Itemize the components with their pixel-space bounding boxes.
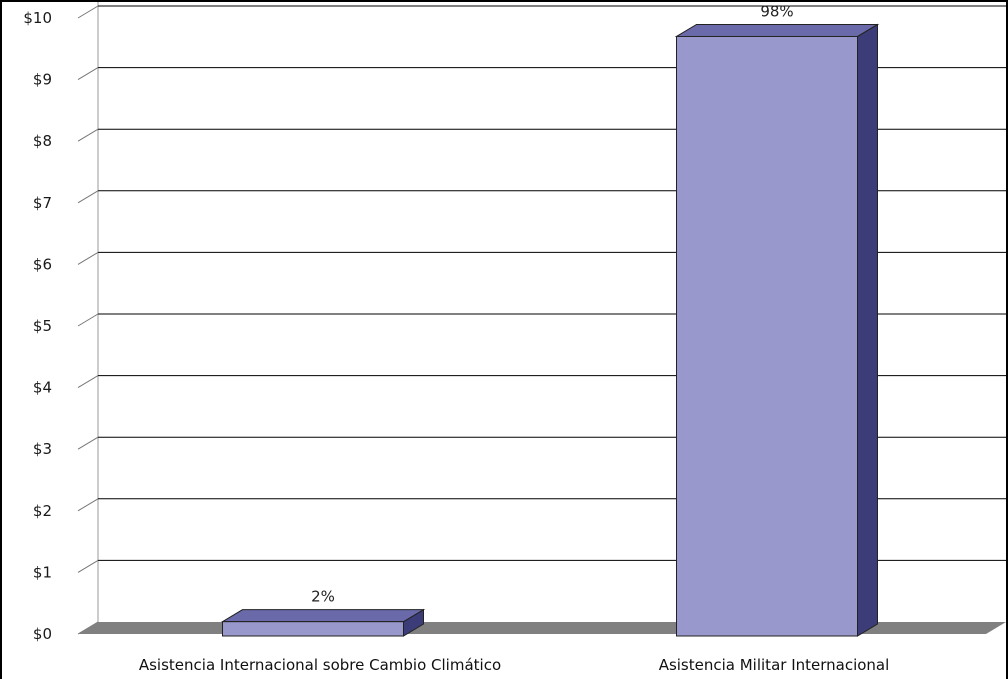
bar-top: [220, 609, 426, 623]
gridline-side: [77, 251, 99, 265]
y-tick-label: $8: [33, 132, 52, 150]
bars: [220, 23, 880, 637]
bar-front: [222, 621, 404, 637]
y-tick-label: $4: [33, 379, 52, 397]
gridline-side: [77, 436, 99, 450]
bar: [220, 608, 426, 637]
bar-front: [676, 35, 858, 637]
y-axis-tick-labels: $0 $1 $2 $3 $4 $5 $6 $7 $8 $9 $10: [23, 9, 52, 643]
y-tick-label: $7: [33, 194, 52, 212]
y-tick-label: $10: [23, 9, 52, 27]
gridline-side: [77, 498, 99, 512]
gridline-side: [77, 5, 99, 19]
category-label: Asistencia Militar Internacional: [659, 656, 890, 674]
y-tick-label: $0: [33, 625, 52, 643]
gridline-side: [77, 313, 99, 327]
gridline-side: [77, 559, 99, 573]
y-tick-label: $5: [33, 317, 52, 335]
y-tick-label: $2: [33, 502, 52, 520]
gridline-side: [77, 375, 99, 389]
bar-top: [674, 23, 880, 37]
bar: [674, 23, 880, 637]
y-tick-label: $3: [33, 440, 52, 458]
gridline-side: [77, 67, 99, 81]
gridline-side: [77, 128, 99, 142]
data-label: 98%: [760, 2, 793, 20]
data-labels: 2% 98%: [311, 2, 794, 605]
y-tick-label: $1: [33, 563, 52, 581]
bar-side: [857, 23, 878, 637]
y-tick-label: $6: [33, 255, 52, 273]
gridline-side: [77, 190, 99, 204]
y-tick-label: $9: [33, 71, 52, 89]
x-axis-category-labels: Asistencia Internacional sobre Cambio Cl…: [139, 656, 889, 674]
data-label: 2%: [311, 588, 335, 606]
category-label: Asistencia Internacional sobre Cambio Cl…: [139, 656, 501, 674]
